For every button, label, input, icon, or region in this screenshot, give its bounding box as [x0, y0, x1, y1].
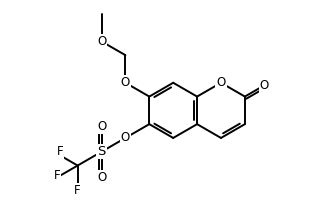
Text: O: O [121, 76, 130, 89]
Text: S: S [97, 145, 106, 158]
Text: F: F [56, 145, 63, 158]
Text: O: O [260, 79, 269, 92]
Text: O: O [97, 35, 106, 48]
Text: O: O [121, 131, 130, 144]
Text: F: F [74, 184, 81, 197]
Text: F: F [53, 169, 60, 182]
Text: O: O [97, 120, 106, 133]
Text: O: O [216, 76, 226, 89]
Text: O: O [97, 171, 106, 184]
